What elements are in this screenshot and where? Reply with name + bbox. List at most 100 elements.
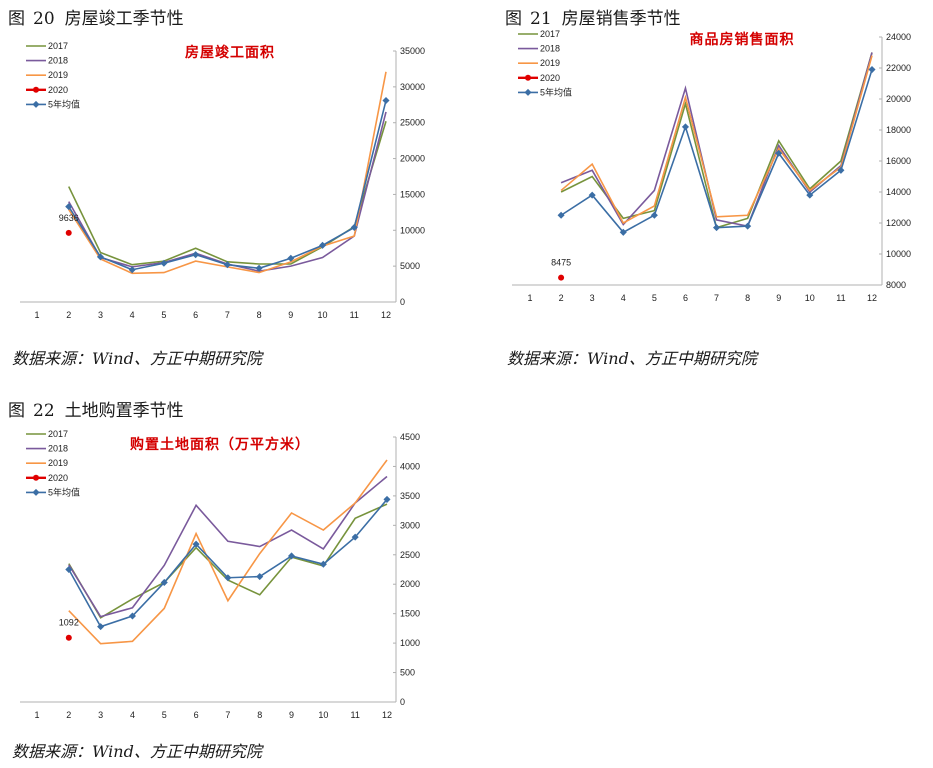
data-label-2020: 1092 [59,618,79,628]
y-tick-label: 12000 [886,218,911,228]
x-tick-label: 3 [98,710,103,720]
y-tick-label: 24000 [886,32,911,42]
avg-marker [65,203,73,211]
y-tick-label: 35000 [400,46,425,56]
x-tick-label: 7 [714,293,719,303]
x-tick-label: 12 [867,293,877,303]
figure-prefix: 图 [505,9,522,29]
point-2020 [65,229,72,236]
avg-marker [868,66,876,74]
x-tick-label: 10 [318,310,328,320]
x-tick-label: 10 [318,710,328,720]
avg-marker [383,495,391,503]
y-tick-label: 10000 [400,225,425,235]
y-tick-label: 20000 [886,94,911,104]
legend-marker-2020 [33,474,39,481]
x-tick-label: 5 [162,710,167,720]
avg-marker [557,211,565,219]
x-tick-label: 1 [34,710,39,720]
data-label-2020: 9636 [59,213,79,223]
avg-marker [350,223,358,231]
legend-marker-2020 [33,86,39,93]
legend-marker-avg [32,488,40,496]
legend-marker-2020 [525,74,531,81]
avg-marker [744,222,752,230]
x-tick-label: 7 [225,710,230,720]
avg-marker [160,259,168,267]
x-tick-label: 3 [590,293,595,303]
y-tick-label: 3500 [400,491,420,501]
y-tick-label: 1500 [400,609,420,619]
avg-marker [97,623,105,631]
chart-annotation-title: 购置土地面积（万平方米） [130,436,310,453]
point-2020 [65,634,72,641]
x-tick-label: 9 [288,310,293,320]
avg-marker [351,533,359,541]
legend-label: 2018 [48,56,68,66]
avg-marker [588,191,596,199]
avg-marker [192,251,200,259]
x-tick-label: 5 [652,293,657,303]
avg-marker [128,266,136,274]
legend-label: 2017 [48,429,68,439]
figure-number: 21 [530,9,552,29]
avg-marker [96,253,104,261]
x-tick-label: 9 [289,710,294,720]
x-tick-label: 1 [34,310,39,320]
figure-caption: 土地购置季节性 [64,401,184,421]
figure-20-source: 数据来源：Wind、方正中期研究院 [12,349,262,368]
y-tick-label: 1000 [400,638,420,648]
avg-marker [619,228,627,236]
x-tick-label: 12 [382,710,392,720]
y-tick-label: 20000 [400,154,425,164]
x-tick-label: 6 [194,710,199,720]
avg-marker [806,191,814,199]
avg-marker [192,540,200,548]
x-tick-label: 2 [66,710,71,720]
legend-label: 2019 [540,58,560,68]
x-tick-label: 3 [98,310,103,320]
y-tick-label: 2500 [400,550,420,560]
legend-label: 2019 [48,458,68,468]
legend-label: 5年均值 [48,98,80,109]
x-tick-label: 4 [621,293,626,303]
figure-22-title: 图 22 土地购置季节性 [8,396,184,421]
avg-marker [128,612,136,620]
avg-marker [65,565,73,574]
y-tick-label: 15000 [400,189,425,199]
avg-marker [382,96,390,105]
avg-marker [224,574,232,582]
avg-marker [650,211,658,219]
avg-marker [319,241,327,249]
x-tick-label: 11 [350,310,359,320]
avg-marker [255,264,263,272]
point-2020 [558,274,565,281]
data-label-2020: 8475 [551,258,571,268]
y-tick-label: 22000 [886,63,911,73]
y-tick-label: 0 [400,297,405,307]
avg-marker [837,166,845,174]
legend-label: 2018 [48,444,68,454]
legend-label: 2019 [48,70,68,80]
x-tick-label: 8 [257,710,262,720]
figure-21-source: 数据来源：Wind、方正中期研究院 [507,349,757,368]
x-tick-label: 6 [683,293,688,303]
y-tick-label: 4500 [400,432,420,442]
legend-label: 5年均值 [540,86,572,97]
avg-marker [713,224,721,232]
avg-marker [256,573,264,581]
legend-label: 2018 [540,44,560,54]
series-line-2019 [560,55,873,225]
x-tick-label: 8 [257,310,262,320]
legend-marker-avg [524,88,532,96]
y-tick-label: 25000 [400,118,425,128]
avg-marker [319,560,327,568]
legend-label: 5年均值 [48,486,80,497]
x-tick-label: 8 [745,293,750,303]
x-tick-label: 11 [351,710,360,720]
figure-number: 20 [33,9,55,29]
y-tick-label: 0 [400,697,405,707]
